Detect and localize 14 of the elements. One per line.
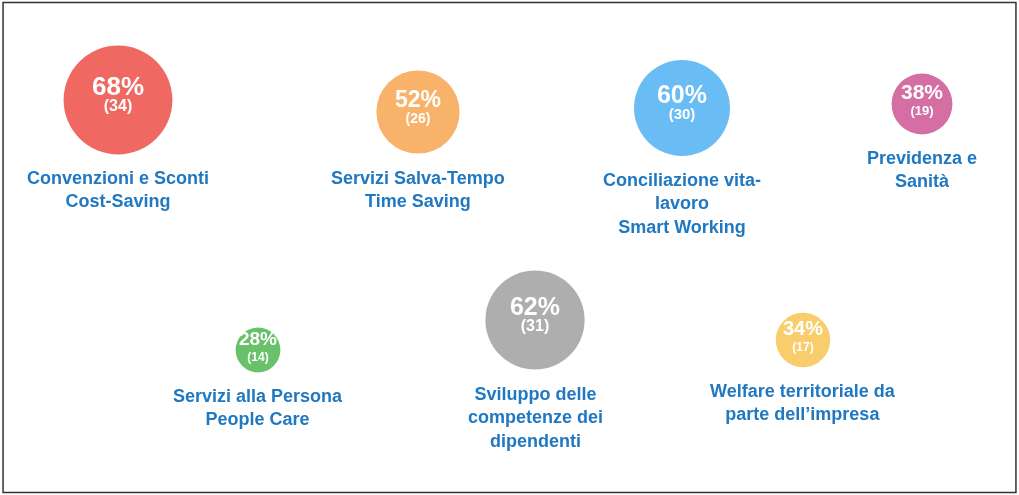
data-label: 34% (17) bbox=[782, 317, 824, 354]
data-label: 60% (30) bbox=[656, 80, 708, 122]
category-label: Servizi Salva-Tempo Time Saving bbox=[331, 168, 505, 212]
category-label: Convenzioni e Sconti Cost-Saving bbox=[27, 168, 210, 212]
category-label: Conciliazione vita- lavoro Smart Working bbox=[603, 170, 762, 237]
category-label: Previdenza e Sanità bbox=[867, 148, 978, 192]
data-label: 52% (26) bbox=[394, 86, 442, 126]
category-label: Welfare territoriale da parte dell’impresa bbox=[710, 381, 896, 425]
data-label: 62% (31) bbox=[509, 292, 561, 334]
data-label: 28% (14) bbox=[238, 328, 278, 364]
category-label: Sviluppo delle competenze dei dipendenti bbox=[468, 384, 604, 451]
data-label: 38% (19) bbox=[900, 80, 944, 118]
data-label: 68% (34) bbox=[91, 71, 145, 114]
category-label: Servizi alla Persona People Care bbox=[173, 386, 344, 430]
